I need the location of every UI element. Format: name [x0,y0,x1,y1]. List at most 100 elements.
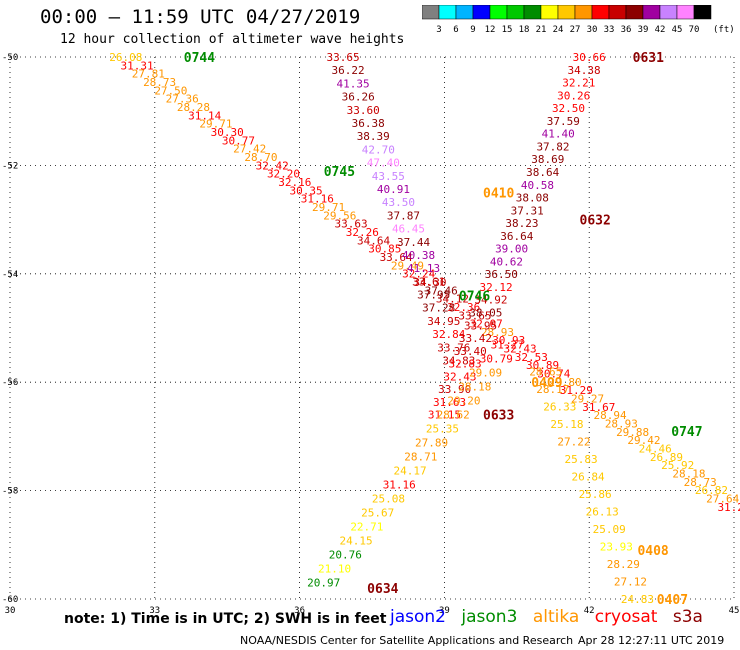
colorbar-swatch [438,5,457,20]
colorbar-swatch [608,5,627,20]
wave-height-label: 31.27 [491,338,524,351]
colorbar-tick-label: 21 [536,25,547,35]
colorbar-tick-label: 15 [502,25,513,35]
wave-height-label: 37.82 [536,140,569,153]
wave-height-label: 36.50 [485,268,518,281]
wave-height-label: 31.67 [582,401,615,414]
pass-time-label: 0409 [531,376,562,391]
wave-height-label: 28.29 [607,558,640,571]
wave-height-label: 36.26 [342,91,375,104]
colorbar-swatch [506,5,525,20]
wave-height-label: 29.71 [199,118,232,131]
colorbar-tick-label: 24 [553,25,564,35]
wave-height-label: 24.83 [621,593,654,606]
wave-height-label: 34.64 [357,234,390,247]
colorbar-swatch [422,5,440,20]
wave-height-label: 32.12 [480,281,513,294]
wave-height-label: 30.93 [492,334,525,347]
wave-height-label: 28.18 [672,468,705,481]
colorbar-tick-label: 42 [655,25,666,35]
wave-height-label: 34.12 [436,293,469,306]
wave-height-label: 28.18 [458,380,491,393]
wave-height-label: 38.08 [516,192,549,205]
wave-height-label: 41.13 [407,262,440,275]
colorbar-swatch [625,5,644,20]
wave-height-label: 41.40 [542,128,575,141]
wave-height-label: 38.69 [531,153,564,166]
latitude-tick-label: -50 [2,53,18,63]
wave-height-label: 30.35 [289,184,322,197]
wave-height-label: 28.65 [529,365,562,378]
wave-height-label: 26.82 [695,484,728,497]
wave-height-label: 33.90 [438,383,471,396]
generation-timestamp: Apr 28 12:27:11 UTC 2019 [578,634,725,647]
wave-height-label: 29.88 [616,426,649,439]
wave-height-label: 25.08 [372,493,405,506]
colorbar-tick-label: 39 [638,25,649,35]
wave-height-label: 43.50 [382,196,415,209]
satellite-legend: jason2 jason3 altika cryosat s3a [390,607,713,627]
wave-height-label: 36.38 [352,117,385,130]
wave-height-label: 20.76 [329,549,362,562]
colorbar-swatch [693,5,712,20]
wave-height-label: 31.25 [717,501,740,514]
wave-height-label: 29.71 [312,201,345,214]
wave-height-label: 37.46 [425,284,458,297]
longitude-tick-label: 30 [5,606,16,616]
latitude-tick-label: -54 [2,270,18,280]
satellite-legend-s3a: s3a [672,607,703,627]
wave-height-label: 27.50 [154,84,187,97]
wave-height-label: 40.38 [402,249,435,262]
wave-height-label: 30.89 [526,359,559,372]
wave-height-label: 26.84 [572,470,605,483]
latitude-tick-label: -58 [2,487,18,497]
wave-height-label: 31.63 [433,396,466,409]
credit-line: NOAA/NESDIS Center for Satellite Applica… [240,634,574,647]
latitude-tick-label: -60 [2,595,18,605]
wave-height-label: 25.92 [661,459,694,472]
satellite-legend-jason2: jason2 [390,607,446,627]
pass-time-label: 0632 [580,214,611,229]
wave-height-label: 33.65 [458,309,491,322]
wave-height-label: 31.14 [188,109,221,122]
wave-height-label: 26.08 [109,51,142,64]
wave-height-label: 36.64 [500,230,533,243]
wave-height-label: 30.79 [480,352,513,365]
wave-height-label: 25.86 [579,488,612,501]
colorbar-swatch [455,5,474,20]
wave-height-label: 30.30 [211,126,244,139]
wave-height-label: 32.43 [503,343,536,356]
wave-height-label: 41.35 [337,77,370,90]
wave-height-label: 28.71 [404,450,437,463]
longitude-tick-label: 45 [729,606,740,616]
wave-height-label: 39.00 [495,243,528,256]
wave-height-label: 30.26 [557,89,590,102]
satellite-legend-cryosat: cryosat [594,607,658,627]
wave-height-label: 28.93 [481,326,514,339]
colorbar-swatch [642,5,661,20]
wave-height-label: 33.95 [464,319,497,332]
colorbar-tick-label: 70 [689,25,700,35]
wave-height-label: 33.63 [335,218,368,231]
wave-height-label: 29.27 [571,393,604,406]
pass-time-label: 0744 [184,51,215,66]
wave-height-label: 33.42 [459,332,492,345]
wave-height-label: 32.43 [443,370,476,383]
wave-height-label: 28.28 [177,101,210,114]
pass-time-label: 0410 [483,187,514,202]
wave-height-label: 24.15 [340,535,373,548]
satellite-legend-altika: altika [532,607,580,627]
pass-time-label: 0631 [633,51,664,66]
pass-time-label: 0634 [367,582,398,597]
colorbar-tick-label: 18 [519,25,530,35]
wave-height-label: 32.24 [402,268,435,281]
wave-height-label: 27.36 [166,93,199,106]
wave-height-label: 28.62 [437,408,470,421]
wave-height-label: 46.45 [392,223,425,236]
wave-height-label: 27.89 [415,436,448,449]
wave-height-label: 28.70 [244,151,277,164]
wave-height-label: 38.23 [505,217,538,230]
wave-height-label: 25.67 [361,507,394,520]
wave-height-label: 20.97 [307,577,340,590]
wave-height-label: 40.62 [490,255,523,268]
